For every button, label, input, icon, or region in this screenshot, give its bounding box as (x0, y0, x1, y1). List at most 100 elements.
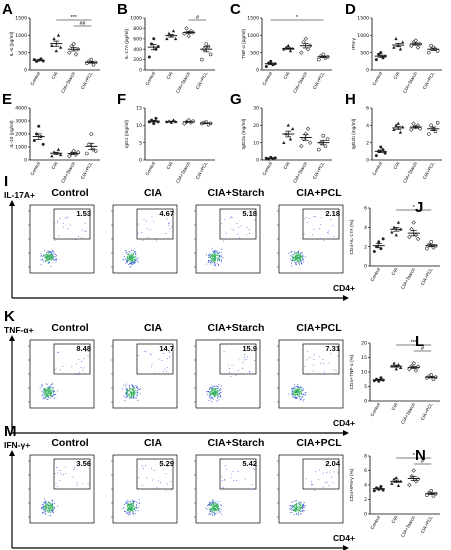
event-dot (209, 503, 210, 504)
event-dot (59, 218, 61, 220)
event-dot (127, 503, 129, 505)
event-dot (214, 259, 216, 261)
event-dot (209, 255, 211, 257)
event-dot (211, 255, 213, 257)
event-dot (123, 384, 125, 386)
event-dot (147, 237, 149, 238)
event-dot (44, 254, 46, 256)
event-dot (220, 261, 222, 263)
event-dot (127, 395, 129, 397)
event-dot (49, 510, 51, 511)
event-dot (45, 383, 47, 385)
event-dot (298, 261, 300, 263)
event-dot (131, 262, 133, 264)
event-dot (324, 373, 326, 375)
event-dot (50, 391, 51, 393)
event-dot (78, 359, 79, 360)
y-tick-label: 4 (364, 483, 367, 489)
data-point-diamond (409, 227, 414, 232)
event-dot (231, 473, 233, 475)
event-dot (333, 236, 335, 238)
event-dot (47, 392, 49, 394)
event-dot (217, 390, 219, 391)
event-dot (330, 353, 332, 355)
event-dot (169, 356, 171, 358)
event-dot (324, 371, 325, 373)
event-dot (128, 251, 130, 253)
event-dot (299, 388, 300, 389)
event-dot (300, 505, 302, 507)
event-dot (41, 508, 43, 510)
event-dot (295, 508, 297, 510)
event-dot (209, 509, 211, 510)
event-dot (248, 229, 250, 231)
event-dot (298, 392, 300, 394)
event-dot (135, 396, 137, 398)
event-dot (244, 357, 246, 359)
event-dot (48, 261, 50, 263)
event-dot (43, 388, 45, 390)
event-dot (135, 510, 137, 512)
data-point-triangle (392, 225, 396, 229)
event-dot (220, 256, 222, 258)
x-tick-label: Control (261, 71, 273, 86)
event-dot (49, 506, 51, 508)
event-dot (210, 503, 212, 505)
event-dot (301, 390, 303, 392)
event-dot (210, 397, 212, 399)
event-dot (134, 508, 135, 510)
event-dot (49, 507, 51, 509)
event-dot (129, 254, 130, 256)
event-dot (41, 507, 43, 508)
event-dot (216, 250, 218, 252)
event-dot (214, 255, 216, 257)
flow-plot: 2.18 (277, 204, 344, 274)
event-dot (160, 465, 162, 467)
event-dot (44, 505, 46, 506)
event-dot (214, 253, 216, 255)
event-dot (296, 260, 298, 261)
event-dot (43, 506, 44, 508)
data-point-diamond (307, 43, 313, 48)
y-tick-label: 2 (364, 244, 367, 250)
gate-box (53, 343, 91, 375)
event-dot (293, 391, 295, 393)
event-dot (213, 255, 215, 257)
x-tick-label: CIA+PCL (420, 402, 434, 422)
event-dot (300, 513, 302, 515)
event-dot (132, 501, 134, 502)
group-title: CIA+PCL (296, 437, 342, 449)
data-point-open-circle (431, 127, 436, 131)
gate-box (136, 458, 174, 490)
event-dot (213, 514, 215, 516)
gate-percent: 15.9 (242, 344, 257, 353)
event-dot (49, 389, 51, 391)
y-tick-label: 0 (364, 512, 367, 518)
event-dot (127, 510, 129, 512)
event-dot (210, 514, 212, 515)
event-dot (130, 258, 132, 260)
y-tick-label: 0 (366, 158, 369, 164)
event-dot (49, 502, 50, 504)
data-point-triangle (400, 40, 405, 44)
event-dot (137, 387, 139, 389)
event-dot (300, 253, 301, 255)
event-dot (298, 262, 300, 264)
event-dot (40, 259, 42, 261)
event-dot (131, 261, 133, 263)
event-dot (296, 257, 298, 259)
event-dot (216, 260, 218, 262)
event-dot (50, 506, 51, 507)
event-dot (46, 258, 48, 260)
event-dot (132, 509, 134, 511)
event-dot (138, 257, 139, 259)
event-dot (47, 250, 49, 252)
flow-plot: 5.29 (111, 454, 178, 524)
event-dot (44, 390, 46, 392)
event-dot (214, 502, 216, 504)
event-dot (294, 388, 296, 390)
event-dot (56, 467, 58, 468)
event-dot (212, 254, 214, 256)
event-dot (214, 512, 216, 514)
event-dot (295, 256, 297, 258)
